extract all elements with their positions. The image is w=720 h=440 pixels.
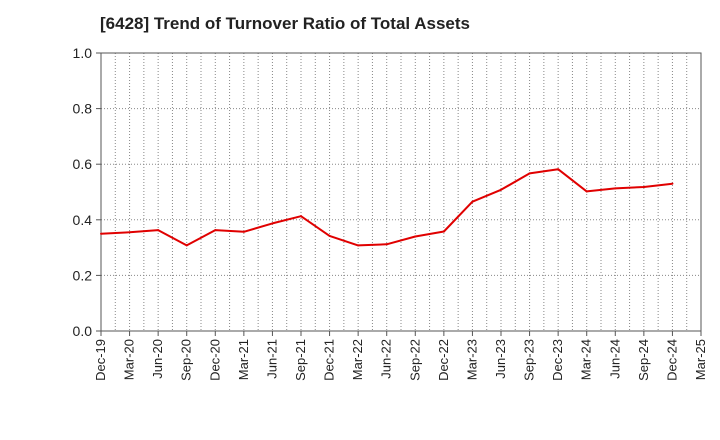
data-point [328, 234, 331, 237]
x-tick-label: Mar-22 [350, 339, 365, 380]
x-tick-label: Dec-22 [436, 339, 451, 381]
y-tick-label: 0.6 [73, 156, 93, 172]
x-tick-label: Jun-23 [493, 339, 508, 379]
x-tick-label: Sep-24 [636, 339, 651, 381]
data-point [500, 188, 502, 191]
data-point [442, 230, 445, 233]
x-tick-label: Jun-20 [150, 339, 165, 379]
data-point [385, 243, 388, 246]
y-tick-label: 1.0 [73, 45, 93, 61]
y-tick-label: 0.0 [73, 323, 93, 339]
data-point [128, 231, 131, 234]
x-tick-label: Dec-19 [93, 339, 108, 381]
data-point [214, 229, 217, 232]
y-tick-label: 0.8 [73, 101, 93, 117]
data-point [671, 182, 674, 185]
data-point [271, 222, 274, 225]
data-point [357, 244, 360, 247]
plot-frame [100, 52, 702, 332]
data-point [557, 168, 560, 171]
data-point [300, 215, 302, 218]
x-tick-label: Jun-21 [264, 339, 279, 379]
data-point [642, 185, 645, 188]
y-tick-label: 0.2 [73, 267, 93, 283]
x-tick-label: Mar-24 [579, 339, 594, 380]
data-point [100, 232, 102, 235]
x-tick-label: Dec-24 [664, 339, 679, 381]
data-point [185, 244, 188, 247]
x-tick-label: Mar-21 [236, 339, 251, 380]
x-tick-label: Jun-22 [379, 339, 394, 379]
data-point [414, 235, 417, 238]
data-point [471, 200, 474, 203]
x-tick-label: Mar-25 [693, 339, 708, 380]
y-tick-label: 0.4 [73, 212, 93, 228]
x-tick-label: Dec-23 [550, 339, 565, 381]
x-tick-label: Sep-21 [293, 339, 308, 381]
x-tick-label: Sep-22 [407, 339, 422, 381]
chart-title: [6428] Trend of Turnover Ratio of Total … [100, 14, 470, 33]
data-point [585, 190, 588, 193]
x-tick-label: Sep-20 [179, 339, 194, 381]
data-point [242, 230, 245, 233]
data-point [614, 187, 617, 190]
x-tick-label: Sep-23 [522, 339, 537, 381]
x-tick-label: Dec-21 [322, 339, 337, 381]
x-tick-label: Mar-23 [464, 339, 479, 380]
data-point [528, 172, 531, 175]
x-tick-label: Mar-20 [122, 339, 137, 380]
x-tick-label: Dec-20 [207, 339, 222, 381]
x-tick-label: Jun-24 [607, 339, 622, 379]
data-point [157, 229, 160, 232]
